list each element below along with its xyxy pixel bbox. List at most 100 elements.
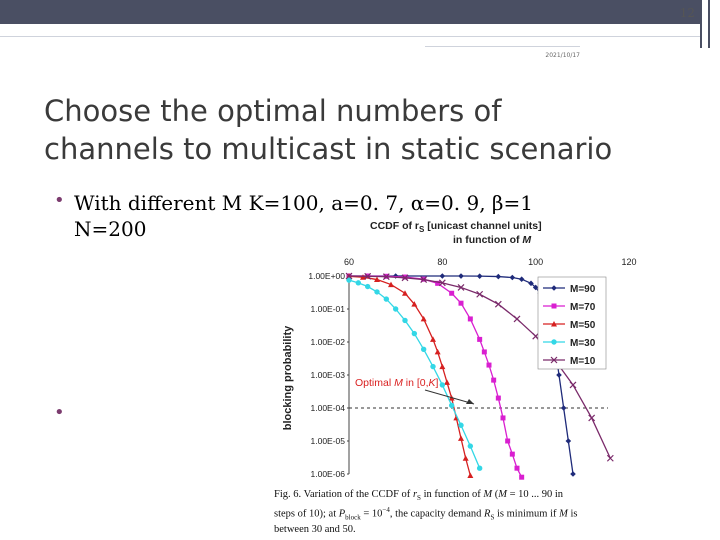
x-tick-label: 80 <box>437 257 447 267</box>
data-point <box>345 272 353 280</box>
bullet-2-symbol: • <box>54 402 65 423</box>
bullet-1-line1: With different M K=100, a=0. 7, α=0. 9, … <box>74 191 533 215</box>
data-point <box>420 346 427 353</box>
data-point <box>401 274 409 282</box>
y-tick-labels: 1.00E+00 1.00E-01 1.00E-02 1.00E-03 1.00E-04… <box>308 271 349 479</box>
data-point <box>435 280 441 286</box>
data-point <box>519 474 525 480</box>
corner-line-left <box>700 0 702 48</box>
data-point <box>449 290 455 296</box>
annotation-part-3: in [0, <box>403 377 429 389</box>
caption-l2-a: steps of 10); at <box>274 508 339 520</box>
data-point <box>495 395 501 401</box>
annotation: Optimal M in [0,K] <box>355 377 439 389</box>
caption-l2-f: is minimum if <box>494 508 560 520</box>
chart-title-prefix: in function of <box>453 234 522 246</box>
caption-l2-e-sub: S <box>490 513 495 522</box>
y-tick-label: 1.00E-05 <box>311 436 346 446</box>
data-point <box>458 300 464 306</box>
legend-marker <box>551 321 557 327</box>
y-tick-label: 1.00E-04 <box>311 403 346 413</box>
data-point <box>494 300 502 308</box>
data-point <box>476 290 484 298</box>
legend-label: M=70 <box>570 302 596 313</box>
data-point <box>588 414 596 422</box>
data-point <box>444 379 450 385</box>
data-point <box>565 438 572 444</box>
caption-line2: steps of 10); at Pblock = 10−4, the capa… <box>274 504 630 524</box>
data-point <box>439 382 446 388</box>
data-point <box>448 402 455 409</box>
legend-label: M=90 <box>570 284 596 295</box>
data-point <box>532 284 539 291</box>
slide-date: 2021/10/17 <box>545 52 580 59</box>
legend: M=90 M=70 M=50 M=30 M=10 <box>543 284 596 367</box>
y-tick-label: 1.00E-06 <box>311 469 346 479</box>
top-bar <box>0 0 700 24</box>
data-point <box>560 405 567 411</box>
caption-l2-e: R <box>484 508 491 520</box>
slide-title: Choose the optimal numbers of channels t… <box>44 92 704 168</box>
data-point <box>360 274 366 280</box>
x-tick-label: 60 <box>344 257 354 267</box>
annotation-arrow-line <box>424 389 475 405</box>
chart-title-rest: [unicast channel units] <box>424 220 541 232</box>
data-point <box>388 281 394 288</box>
data-point <box>467 443 474 449</box>
data-point <box>364 272 372 280</box>
caption-l1-e: ( <box>492 489 499 500</box>
data-point <box>458 422 464 428</box>
caption-l2-b: P <box>338 508 346 520</box>
caption-l2-h: is <box>567 508 578 520</box>
y-tick-label: 1.00E+00 <box>308 271 345 281</box>
data-point <box>411 330 418 337</box>
legend-marker <box>551 303 557 309</box>
legend-label: M=30 <box>570 338 596 349</box>
caption-line3: between 30 and 50. <box>274 523 356 535</box>
data-point <box>458 273 464 279</box>
annotation-part-4: K <box>429 377 437 389</box>
caption-l1-b: r <box>412 489 418 500</box>
y-tick-label: 1.00E-03 <box>311 370 346 380</box>
data-point <box>420 315 427 322</box>
caption-l1-b-sub: S <box>417 494 421 503</box>
data-point <box>500 415 506 421</box>
data-point <box>355 280 362 286</box>
annotation-part-5: ] <box>436 377 439 389</box>
caption-l2-b-sub: block <box>345 513 361 522</box>
data-point <box>402 290 408 296</box>
chart-title-line1: CCDF of rS [unicast channel units] <box>370 220 542 234</box>
annotation-part-2: M <box>394 377 403 389</box>
data-point <box>402 317 408 324</box>
caption-l2-g: M <box>559 508 568 520</box>
caption-l1-g: = 10 ... 90 in <box>506 489 564 500</box>
data-point <box>374 276 380 283</box>
corner-line-right <box>708 0 710 48</box>
data-point <box>458 435 464 441</box>
date-divider <box>425 46 580 47</box>
data-point <box>513 315 521 323</box>
y-axis-label: blocking probability <box>282 325 294 430</box>
top-divider <box>0 36 700 37</box>
caption-l1-c: in function of <box>420 489 484 500</box>
caption-l2-c: = 10 <box>360 508 383 520</box>
data-point <box>438 279 446 287</box>
data-point <box>374 289 380 295</box>
data-point <box>509 451 515 457</box>
data-point <box>505 438 511 444</box>
data-point <box>430 363 436 370</box>
data-point <box>481 349 487 355</box>
data-point <box>467 472 474 479</box>
data-point <box>382 273 390 281</box>
slide-title-line1: Choose the optimal numbers of <box>44 94 502 128</box>
chart-title-line2: in function of M <box>453 234 531 246</box>
data-point <box>476 273 483 279</box>
legend-marker <box>551 339 557 345</box>
data-point <box>392 306 399 312</box>
data-point <box>556 372 562 378</box>
caption-l1-d: M <box>483 489 493 500</box>
caption-l2-d: , the capacity demand <box>389 508 485 520</box>
data-point <box>518 276 525 282</box>
data-point <box>606 454 614 462</box>
data-point <box>364 283 371 290</box>
